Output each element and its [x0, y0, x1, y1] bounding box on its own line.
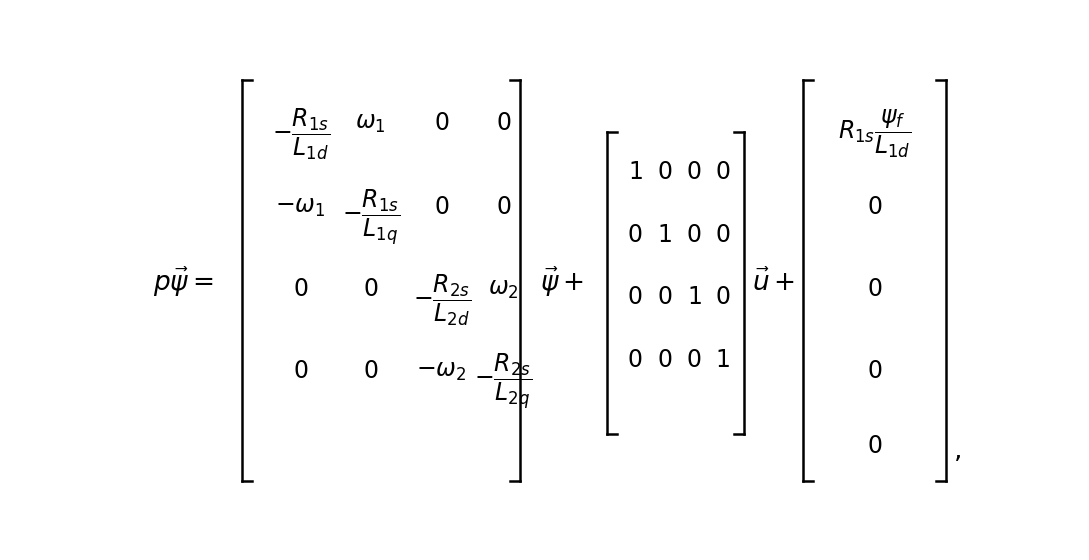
Text: $0$: $0$	[657, 161, 672, 184]
Text: $0$: $0$	[627, 224, 643, 247]
Text: $0$: $0$	[657, 286, 672, 309]
Text: $1$: $1$	[715, 349, 730, 372]
Text: $0$: $0$	[715, 224, 731, 247]
Text: $p\vec{\psi}=$: $p\vec{\psi}=$	[152, 266, 213, 300]
Text: $-\dfrac{R_{2s}}{L_{2d}}$: $-\dfrac{R_{2s}}{L_{2d}}$	[413, 272, 470, 328]
Text: $0$: $0$	[867, 360, 882, 382]
Text: $\omega_1$: $\omega_1$	[355, 112, 387, 135]
Text: $0$: $0$	[495, 196, 511, 219]
Text: $-\omega_2$: $-\omega_2$	[416, 360, 467, 382]
Text: $0$: $0$	[657, 349, 672, 372]
Text: $0$: $0$	[433, 112, 450, 135]
Text: $0$: $0$	[867, 278, 882, 301]
Text: $-\dfrac{R_{2s}}{L_{2q}}$: $-\dfrac{R_{2s}}{L_{2q}}$	[474, 352, 533, 412]
Text: $-\dfrac{R_{1s}}{L_{1d}}$: $-\dfrac{R_{1s}}{L_{1d}}$	[271, 106, 330, 162]
Text: $0$: $0$	[627, 286, 643, 309]
Text: $0$: $0$	[433, 196, 450, 219]
Text: $-\omega_1$: $-\omega_1$	[276, 196, 326, 219]
Text: $0$: $0$	[715, 286, 731, 309]
Text: $0$: $0$	[293, 278, 308, 301]
Text: $\vec{\psi}+$: $\vec{\psi}+$	[540, 266, 584, 300]
Text: $0$: $0$	[363, 278, 379, 301]
Text: $0$: $0$	[293, 360, 308, 382]
Text: $0$: $0$	[495, 112, 511, 135]
Text: $-\dfrac{R_{1s}}{L_{1q}}$: $-\dfrac{R_{1s}}{L_{1q}}$	[342, 188, 400, 248]
Text: $0$: $0$	[686, 224, 701, 247]
Text: $1$: $1$	[627, 161, 643, 184]
Text: $,$: $,$	[953, 438, 960, 464]
Text: $0$: $0$	[867, 435, 882, 458]
Text: $1$: $1$	[687, 286, 701, 309]
Text: $0$: $0$	[627, 349, 643, 372]
Text: $\vec{u}+$: $\vec{u}+$	[751, 269, 795, 296]
Text: $0$: $0$	[686, 349, 701, 372]
Text: $1$: $1$	[657, 224, 672, 247]
Text: $R_{1s}\dfrac{\psi_f}{L_{1d}}$: $R_{1s}\dfrac{\psi_f}{L_{1d}}$	[839, 108, 911, 160]
Text: $0$: $0$	[363, 360, 379, 382]
Text: $\omega_2$: $\omega_2$	[488, 278, 518, 301]
Text: $0$: $0$	[686, 161, 701, 184]
Text: $0$: $0$	[715, 161, 731, 184]
Text: $0$: $0$	[867, 196, 882, 219]
